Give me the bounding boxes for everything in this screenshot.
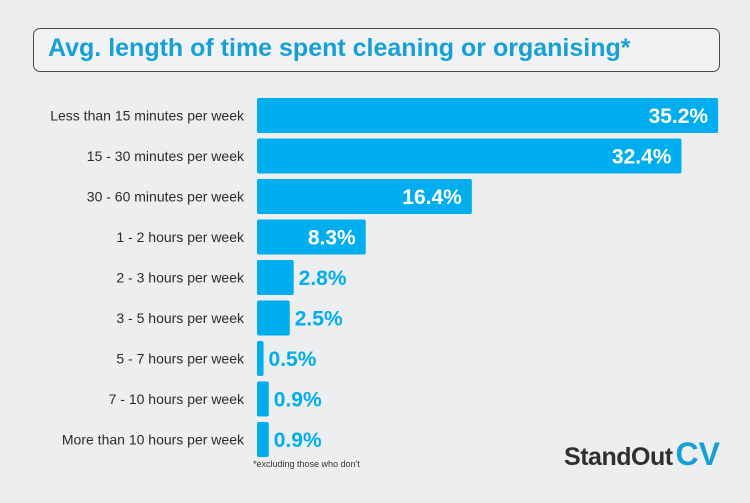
value-label: 0.9% [274,429,322,452]
logo-accent-text: CV [675,436,720,472]
value-label: 35.2% [649,105,709,128]
category-label: Less than 15 minutes per week [50,108,245,124]
chart-title-box: Avg. length of time spent cleaning or or… [33,28,720,72]
value-label: 16.4% [402,186,462,209]
value-label: 2.8% [299,267,347,290]
footnote: *excluding those who don't [253,459,360,469]
logo-primary-text: StandOut [564,443,673,471]
bar [257,381,269,417]
value-label: 8.3% [308,227,356,250]
value-label: 2.5% [295,308,343,331]
bar [257,300,290,336]
category-label: More than 10 hours per week [62,432,245,448]
bar [257,138,682,174]
bar [257,422,269,457]
bar [257,179,472,214]
value-label: 0.5% [269,348,317,371]
category-label: 1 - 2 hours per week [116,229,245,245]
value-label: 32.4% [612,146,672,169]
bar [257,219,366,255]
category-label: 15 - 30 minutes per week [87,148,245,164]
bar [257,341,264,376]
standout-cv-logo: StandOutCV [564,438,720,470]
category-label: 2 - 3 hours per week [116,270,245,286]
bar [257,98,719,133]
category-label: 7 - 10 hours per week [109,391,245,407]
category-label: 3 - 5 hours per week [116,310,245,326]
category-label: 5 - 7 hours per week [116,351,245,367]
category-label: 30 - 60 minutes per week [87,189,245,205]
bar [257,260,294,295]
chart-title: Avg. length of time spent cleaning or or… [48,34,631,62]
value-label: 0.9% [274,389,322,412]
